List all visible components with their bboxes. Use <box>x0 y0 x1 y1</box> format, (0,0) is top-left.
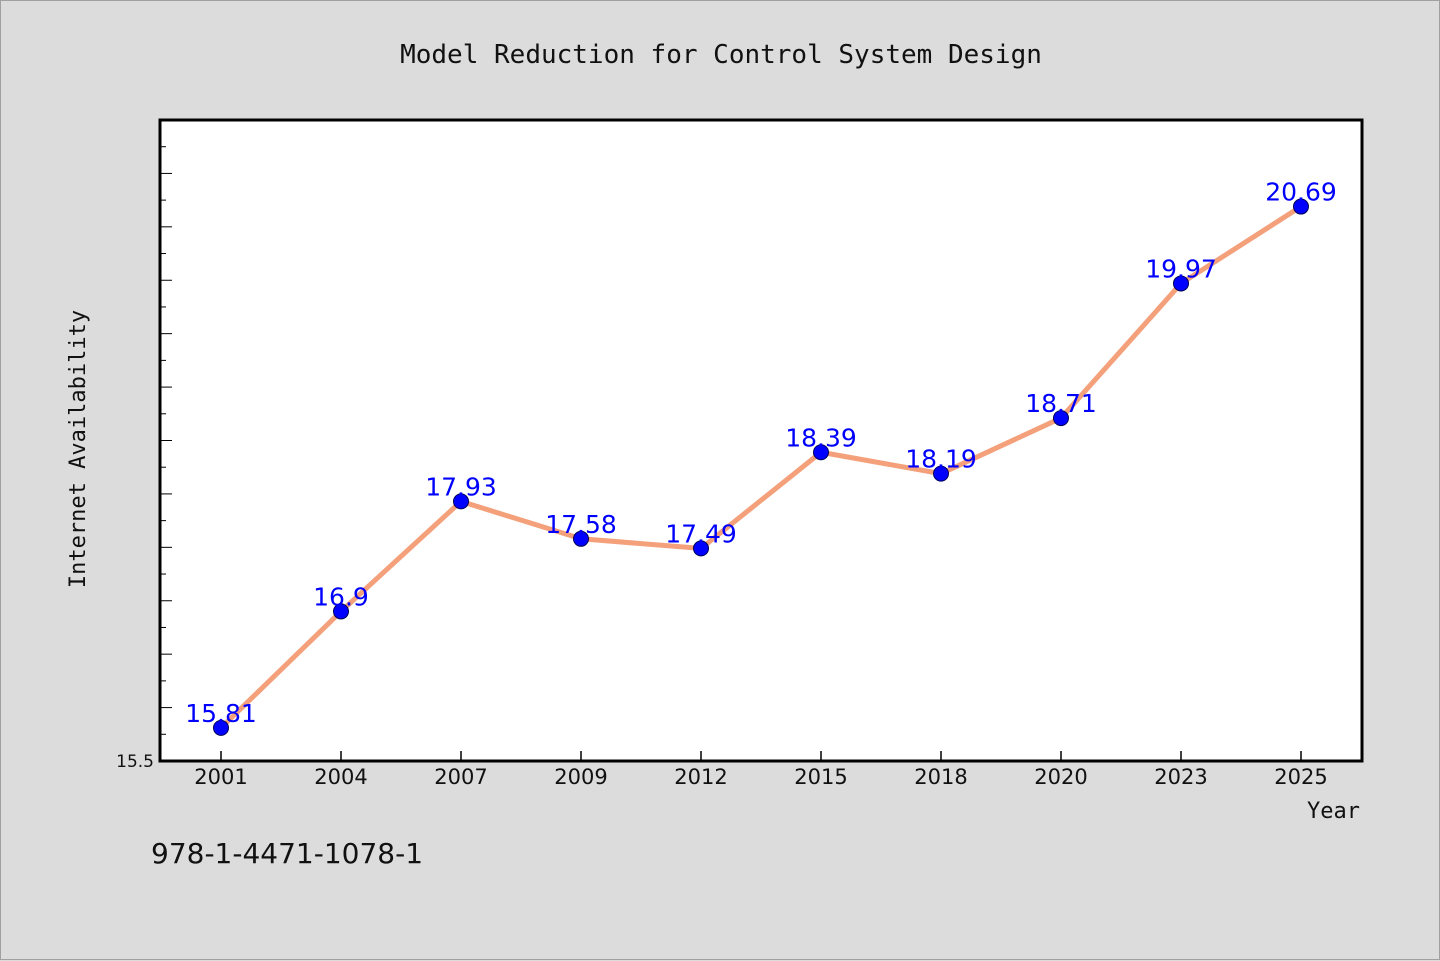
data-point <box>813 444 829 461</box>
data-label: 17.49 <box>665 519 737 548</box>
y-tick-label: 15.5 <box>116 752 154 772</box>
data-point <box>333 603 349 620</box>
x-tick-label: 2007 <box>434 765 487 789</box>
x-axis-ticks: 2001 2004 2007 2009 2012 2015 2018 2020 2023 2025 <box>194 751 1328 789</box>
data-label: 17.93 <box>425 472 497 501</box>
data-point <box>933 465 949 482</box>
data-point <box>1293 198 1309 215</box>
y-axis-ticks: 15.5 <box>116 119 172 772</box>
x-tick-label: 2004 <box>314 765 367 789</box>
x-tick-label: 2012 <box>674 765 727 789</box>
data-label: 20.69 <box>1265 178 1337 207</box>
x-tick-label: 2009 <box>554 765 607 789</box>
x-tick-label: 2015 <box>794 765 847 789</box>
x-tick-label: 2025 <box>1274 765 1327 789</box>
x-tick-label: 2020 <box>1034 765 1087 789</box>
data-point <box>213 719 229 736</box>
footer-isbn: 978-1-4471-1078-1 <box>151 837 423 870</box>
data-point <box>1173 275 1189 292</box>
data-label: 19.97 <box>1145 254 1217 283</box>
data-point <box>573 530 589 547</box>
data-point <box>1053 410 1069 427</box>
plot-area <box>158 118 1364 763</box>
y-axis-label: Internet Availability <box>66 310 91 588</box>
data-label: 18.39 <box>785 423 857 452</box>
x-axis-label: Year <box>1307 799 1360 824</box>
data-label: 18.71 <box>1025 389 1097 418</box>
series-line <box>218 204 1304 731</box>
data-label: 17.58 <box>545 510 617 539</box>
data-label: 18.19 <box>905 445 977 474</box>
data-point <box>453 493 469 510</box>
x-tick-label: 2018 <box>914 765 967 789</box>
data-label: 15.81 <box>185 699 257 728</box>
x-tick-label: 2023 <box>1154 765 1207 789</box>
x-tick-label: 2001 <box>194 765 247 789</box>
series-layer: 15.81 16.9 17.93 17.58 17.49 18.39 18.19 18.71 1… <box>185 178 1337 736</box>
data-label: 16.9 <box>313 582 369 611</box>
chart-title: Model Reduction for Control System Desig… <box>400 40 1042 70</box>
data-point <box>693 540 709 557</box>
